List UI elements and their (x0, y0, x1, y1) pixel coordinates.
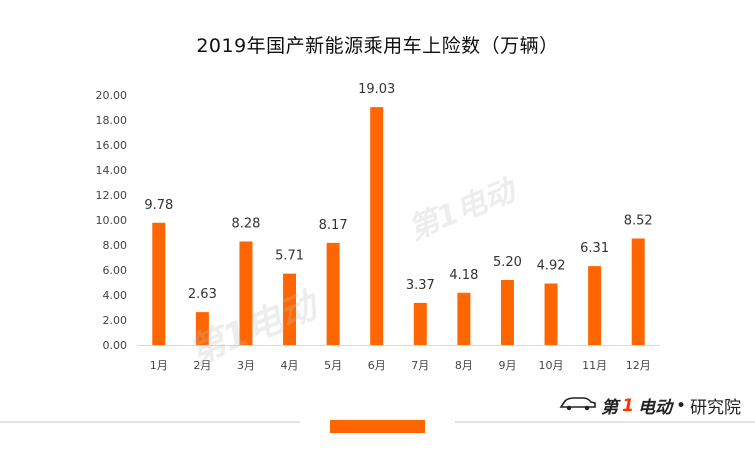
y-tick-label: 18.00 (96, 114, 128, 127)
footer-accent-bar (330, 420, 425, 433)
bar (457, 292, 471, 345)
brand-institute-text: 研究院 (690, 398, 741, 418)
footer-divider-left (0, 421, 300, 423)
y-tick-label: 10.00 (96, 214, 128, 227)
data-label: 5.20 (493, 255, 522, 270)
bar (631, 238, 645, 345)
brand-mark-text: 第 (601, 398, 619, 418)
x-tick-label: 9月 (498, 359, 516, 372)
data-label: 2.63 (188, 287, 217, 302)
car-logo-icon (559, 395, 597, 416)
footer-divider-right (455, 421, 755, 423)
brand-rest-text: 电动 (637, 398, 672, 418)
y-tick-label: 2.00 (103, 314, 128, 327)
x-tick-label: 4月 (281, 359, 299, 372)
data-label: 8.17 (319, 218, 348, 233)
bar (239, 241, 253, 345)
data-label: 8.52 (624, 214, 653, 229)
x-tick-label: 10月 (539, 359, 564, 372)
x-tick-label: 12月 (626, 359, 651, 372)
x-tick-label: 6月 (368, 359, 386, 372)
data-label: 6.31 (580, 241, 609, 256)
data-label: 4.18 (449, 268, 478, 283)
bar (152, 222, 166, 345)
brand-number-text: 1 (622, 395, 634, 416)
bar (326, 242, 340, 345)
data-label: 5.71 (275, 249, 304, 264)
x-tick-label: 7月 (411, 359, 429, 372)
bar (413, 302, 427, 345)
data-label: 19.03 (358, 82, 395, 97)
x-tick-label: 8月 (455, 359, 473, 372)
x-tick-label: 2月 (193, 359, 211, 372)
chart-title: 2019年国产新能源乘用车上险数（万辆） (196, 35, 559, 57)
data-label: 8.28 (231, 217, 260, 232)
footer-brand-logo: 第 1 电动 • 研究院 (559, 393, 741, 418)
bar (370, 107, 384, 345)
x-tick-label: 11月 (582, 359, 607, 372)
data-label: 9.78 (144, 198, 173, 213)
bar (544, 283, 558, 345)
data-label: 4.92 (537, 259, 566, 274)
y-tick-label: 14.00 (96, 164, 128, 177)
bar (588, 266, 602, 345)
brand-separator-dot: • (675, 395, 686, 416)
y-tick-label: 0.00 (103, 339, 128, 352)
y-tick-label: 12.00 (96, 189, 128, 202)
bar (283, 273, 297, 345)
y-tick-label: 8.00 (103, 239, 128, 252)
y-tick-label: 16.00 (96, 139, 128, 152)
x-tick-label: 1月 (150, 359, 168, 372)
x-tick-label: 3月 (237, 359, 255, 372)
data-label: 3.37 (406, 278, 435, 293)
bar (500, 280, 514, 345)
y-tick-label: 20.00 (96, 89, 128, 102)
x-tick-label: 5月 (324, 359, 342, 372)
bar (195, 312, 209, 345)
y-tick-label: 6.00 (103, 264, 128, 277)
y-tick-label: 4.00 (103, 289, 128, 302)
